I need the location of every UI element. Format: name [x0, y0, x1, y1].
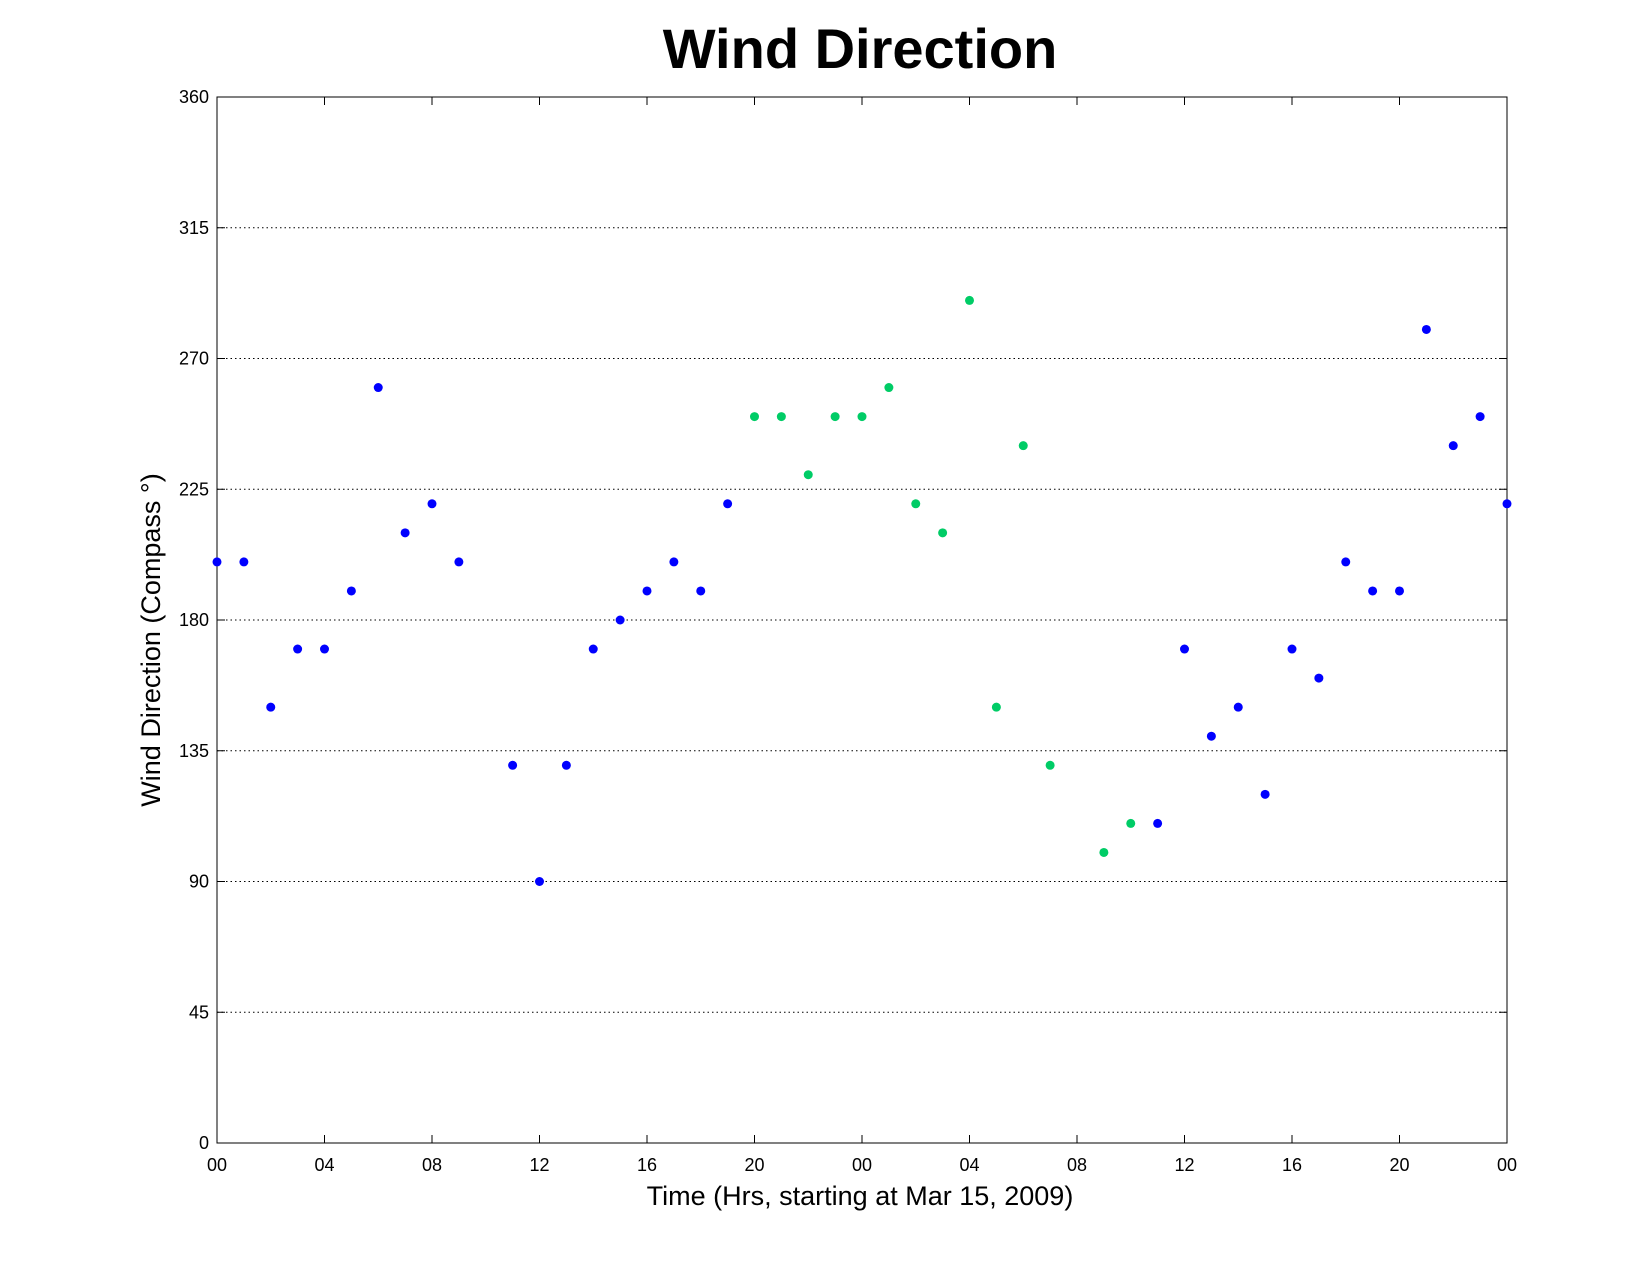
data-point: [1368, 586, 1378, 596]
data-point: [938, 528, 948, 538]
data-point: [1153, 818, 1163, 828]
data-point: [1233, 702, 1243, 712]
x-axis-label: Time (Hrs, starting at Mar 15, 2009): [647, 1181, 1074, 1211]
data-point: [884, 383, 894, 393]
x-tick-label: 20: [744, 1155, 764, 1175]
x-tick-label: 00: [852, 1155, 872, 1175]
y-tick-label: 360: [179, 87, 209, 107]
data-point: [723, 499, 733, 509]
data-point: [212, 557, 222, 567]
data-point: [320, 644, 329, 654]
x-tick-label: 16: [1282, 1155, 1302, 1175]
data-point: [1018, 441, 1028, 451]
y-tick-label: 270: [179, 349, 209, 369]
y-tick-label: 315: [179, 218, 209, 238]
data-point: [427, 499, 437, 509]
data-point: [642, 586, 652, 596]
data-point: [1475, 412, 1485, 422]
data-point: [293, 644, 303, 654]
data-point: [1045, 760, 1055, 770]
x-tick-label: 00: [207, 1155, 227, 1175]
data-point: [1502, 499, 1512, 509]
data-point: [1421, 324, 1431, 334]
x-tick-label: 04: [959, 1155, 979, 1175]
data-point: [239, 557, 249, 567]
grid-lines: [217, 227, 1507, 1013]
data-point: [1341, 557, 1351, 567]
x-tick-label: 04: [314, 1155, 334, 1175]
data-point: [991, 702, 1001, 712]
data-point: [857, 412, 867, 422]
data-point: [1180, 644, 1189, 654]
data-point: [1287, 644, 1297, 654]
x-tick-label: 20: [1389, 1155, 1409, 1175]
data-point: [1126, 818, 1136, 828]
data-point: [1314, 673, 1324, 683]
y-axis-label: Wind Direction (Compass °): [136, 473, 166, 806]
data-point: [911, 499, 921, 509]
data-point: [669, 557, 679, 567]
y-tick-label: 45: [189, 1002, 209, 1022]
data-point: [965, 295, 974, 305]
data-point: [535, 877, 544, 886]
data-point: [803, 470, 813, 480]
data-point: [561, 760, 571, 770]
data-point: [400, 528, 410, 538]
chart-title: Wind Direction: [663, 17, 1058, 80]
data-point: [1260, 789, 1270, 799]
x-tick-label: 12: [529, 1155, 549, 1175]
y-tick-label: 135: [179, 741, 209, 761]
data-point: [696, 586, 706, 596]
data-point: [750, 412, 759, 422]
data-point: [266, 702, 276, 712]
data-point: [830, 412, 840, 422]
y-tick-label: 225: [179, 479, 209, 499]
data-point: [508, 760, 518, 770]
data-point: [1448, 441, 1458, 451]
x-tick-label: 00: [1497, 1155, 1517, 1175]
data-point: [1099, 847, 1109, 857]
data-points: [212, 295, 1512, 886]
x-tick-label: 16: [637, 1155, 657, 1175]
data-point: [588, 644, 598, 654]
axis-ticks: 0 45 90 135 180 225 270 315 360 00 04 08 12 16 20 00 04 0…: [179, 87, 1517, 1175]
data-point: [373, 383, 383, 393]
data-point: [1395, 586, 1404, 596]
data-point: [776, 412, 786, 422]
data-point: [615, 615, 625, 625]
data-point: [346, 586, 356, 596]
y-tick-label: 90: [189, 872, 209, 892]
y-tick-label: 0: [199, 1133, 209, 1153]
y-tick-label: 180: [179, 610, 209, 630]
data-point: [454, 557, 464, 567]
x-tick-label: 08: [1067, 1155, 1087, 1175]
x-tick-label: 12: [1174, 1155, 1194, 1175]
data-point: [1206, 731, 1216, 741]
x-tick-label: 08: [422, 1155, 442, 1175]
